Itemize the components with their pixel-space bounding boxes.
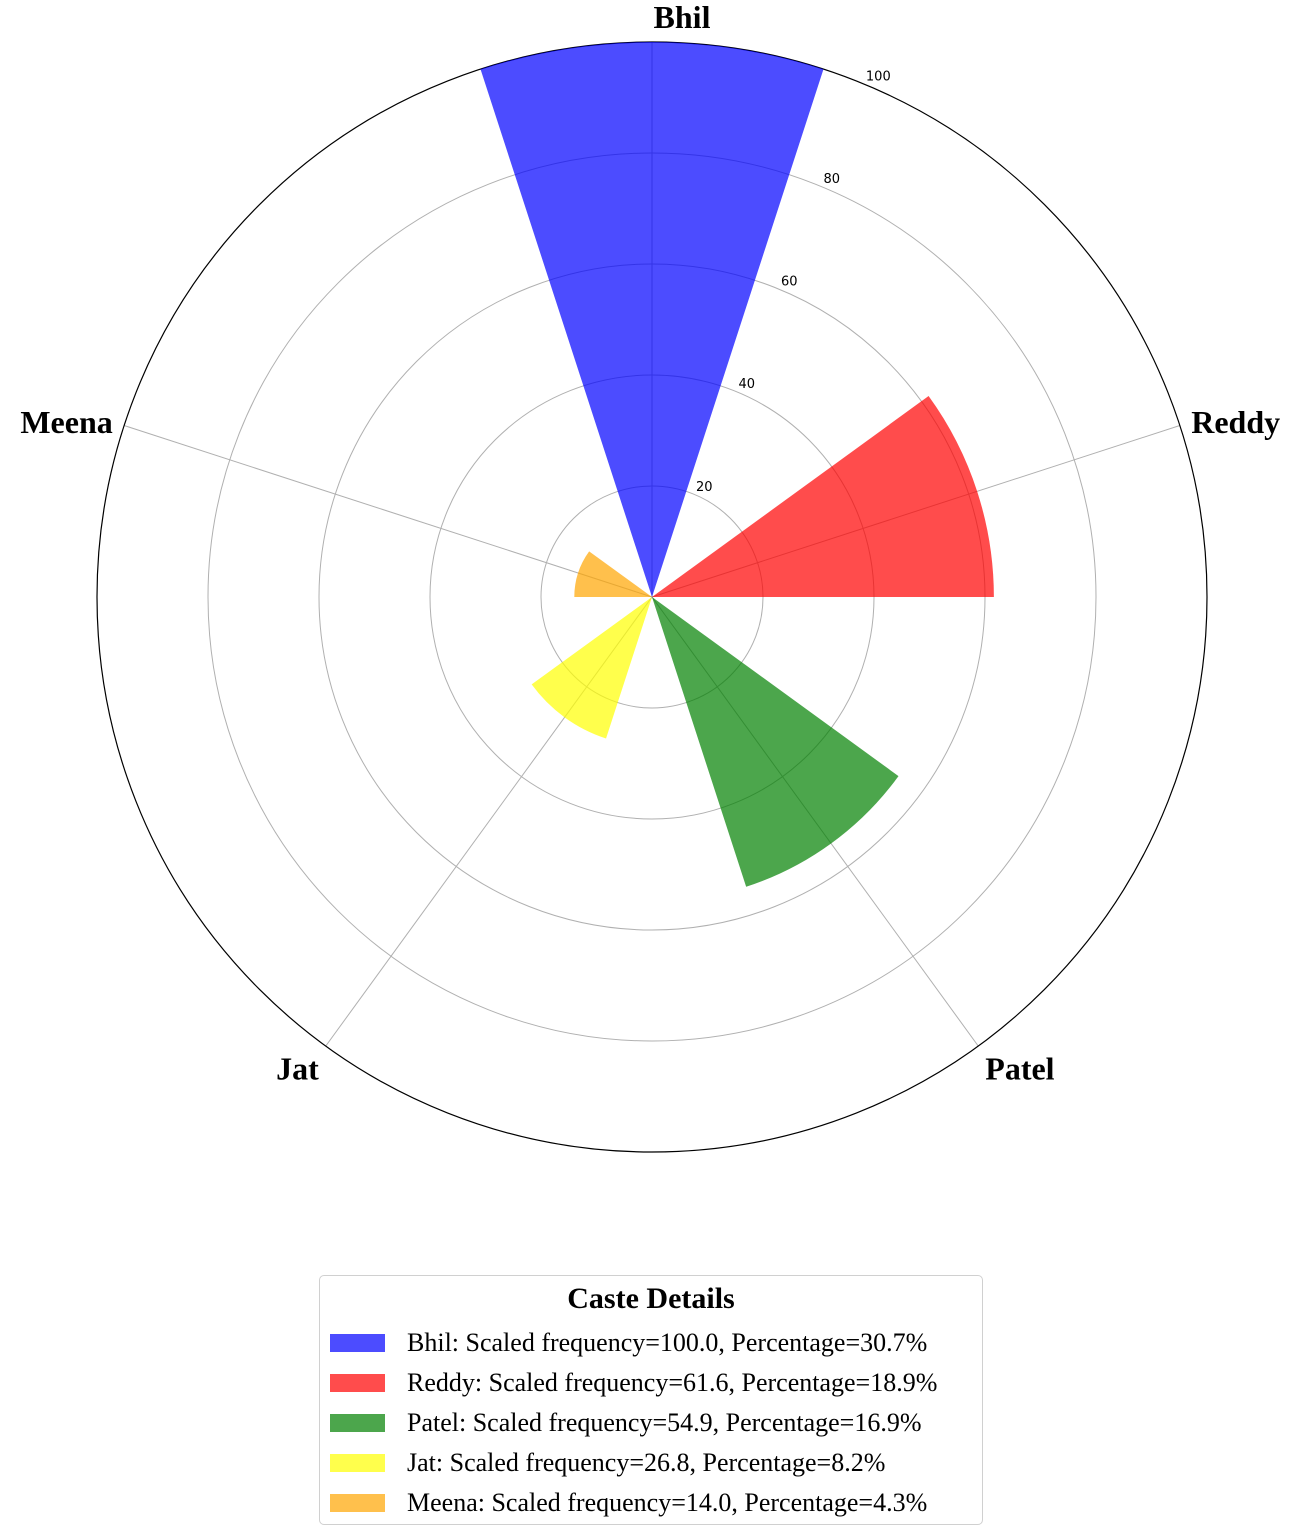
legend-title: Caste Details (567, 1282, 735, 1315)
legend: Caste Details Bhil: Scaled frequency=100… (319, 1275, 983, 1525)
bar-meena (574, 551, 652, 597)
r-tick-label: 60 (781, 275, 798, 290)
r-tick-label: 100 (866, 70, 891, 85)
bar-jat (531, 597, 652, 739)
category-label-jat: Jat (276, 1051, 319, 1087)
r-tick-label: 20 (696, 480, 713, 495)
legend-swatch (330, 1414, 385, 1432)
polar-frame (96, 41, 1208, 1153)
legend-item-bhil: Bhil: Scaled frequency=100.0, Percentage… (330, 1328, 927, 1358)
legend-item-reddy: Reddy: Scaled frequency=61.6, Percentage… (330, 1368, 937, 1398)
legend-swatch (330, 1334, 385, 1352)
grid-spoke (124, 425, 653, 598)
legend-swatch (330, 1374, 385, 1392)
legend-label: Bhil: Scaled frequency=100.0, Percentage… (407, 1328, 928, 1357)
r-tick-label: 40 (738, 377, 755, 392)
category-label-bhil: Bhil (654, 0, 711, 35)
category-label-patel: Patel (985, 1051, 1054, 1087)
label-layer: 20 40 60 80 100 Bhil Reddy Patel Jat Meena (20, 0, 1280, 1087)
legend-item-jat: Jat: Scaled frequency=26.8, Percentage=8… (330, 1448, 885, 1478)
bar-layer (480, 42, 994, 887)
r-tick-label: 80 (823, 172, 840, 187)
legend-label: Meena: Scaled frequency=14.0, Percentage… (407, 1488, 928, 1517)
category-label-meena: Meena (20, 404, 112, 440)
legend-label: Reddy: Scaled frequency=61.6, Percentage… (407, 1368, 938, 1397)
legend-label: Patel: Scaled frequency=54.9, Percentage… (407, 1408, 922, 1437)
bar-reddy (652, 396, 994, 597)
bar-bhil (480, 42, 824, 598)
legend-item-patel: Patel: Scaled frequency=54.9, Percentage… (330, 1408, 921, 1438)
bar-patel (652, 597, 899, 887)
legend-item-meena: Meena: Scaled frequency=14.0, Percentage… (330, 1488, 927, 1518)
legend-swatch (330, 1454, 385, 1472)
category-label-reddy: Reddy (1191, 404, 1280, 440)
legend-label: Jat: Scaled frequency=26.8, Percentage=8… (407, 1448, 886, 1477)
legend-swatch (330, 1494, 385, 1512)
